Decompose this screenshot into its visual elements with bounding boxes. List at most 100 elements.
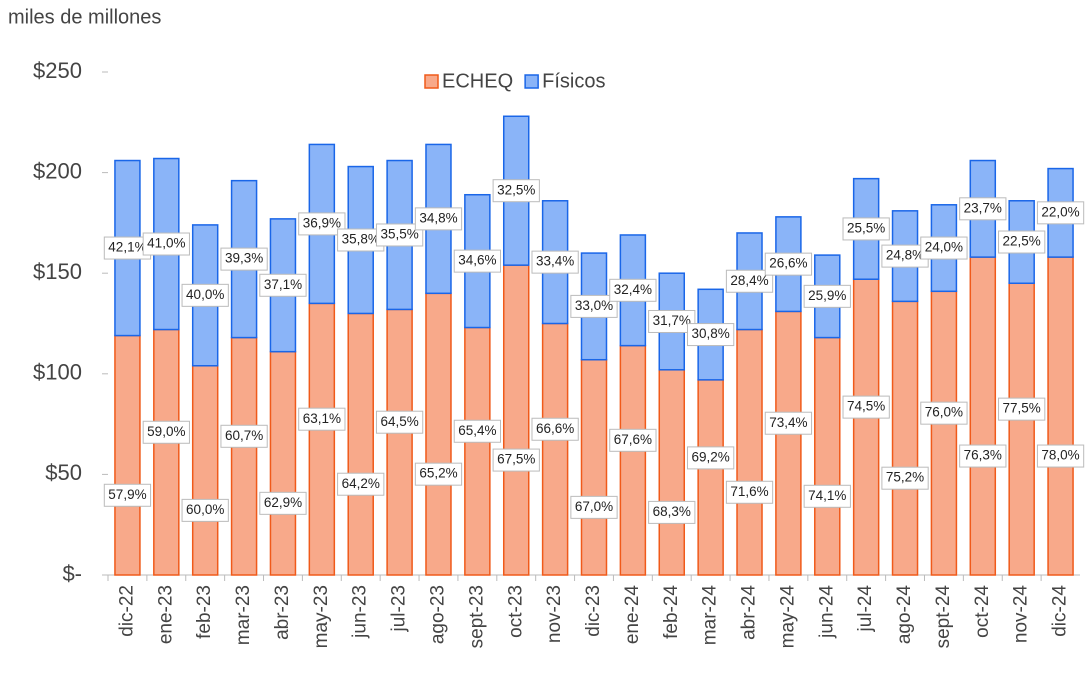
data-label-box <box>609 278 657 302</box>
data-label-box <box>531 417 579 441</box>
data-label: 78,0% <box>1041 448 1079 463</box>
bar-segment <box>269 350 297 576</box>
x-tick-label: jul-24 <box>855 585 876 633</box>
bar-segment <box>153 328 180 576</box>
x-tick-label: may-23 <box>311 585 332 648</box>
bar-segment <box>191 365 219 576</box>
bar-segment <box>1047 256 1074 576</box>
data-label-box <box>1036 201 1085 225</box>
x-tick-label: nov-24 <box>1011 585 1032 644</box>
data-label: 74,5% <box>847 399 885 414</box>
data-label: 22,0% <box>1041 204 1079 219</box>
x-tick-label: ene-23 <box>155 585 176 644</box>
data-label: 67,0% <box>575 499 613 514</box>
legend-swatch <box>424 74 439 89</box>
data-label-box <box>648 500 696 524</box>
bar-segment <box>464 326 491 576</box>
x-tick-label: sept-23 <box>466 585 487 648</box>
x-tick-label: dic-22 <box>116 585 137 637</box>
data-label: 40,0% <box>186 287 224 302</box>
data-label-box <box>725 480 774 504</box>
data-label: 59,0% <box>147 424 185 439</box>
bar-segment <box>541 322 569 576</box>
data-label-box <box>375 410 424 434</box>
chart-subtitle: miles de millones <box>8 6 161 28</box>
data-label-box <box>298 407 346 431</box>
data-label: 57,9% <box>108 487 146 502</box>
x-tick-label: jun-24 <box>816 585 837 639</box>
data-label: 35,5% <box>380 227 418 242</box>
y-tick-label: $250 <box>33 58 82 83</box>
x-tick-label: ago-24 <box>894 585 915 645</box>
data-label-box <box>686 323 735 347</box>
data-label: 63,1% <box>303 411 341 426</box>
data-label: 67,5% <box>497 452 535 467</box>
data-label: 65,4% <box>458 423 496 438</box>
data-label-box <box>764 411 813 435</box>
data-label-box <box>492 179 540 203</box>
data-label: 77,5% <box>1003 401 1041 416</box>
data-label-box <box>1036 444 1085 468</box>
data-label-box <box>570 495 618 519</box>
data-label: 42,1% <box>108 240 146 255</box>
data-label: 64,5% <box>380 414 418 429</box>
data-label: 69,2% <box>691 449 729 464</box>
data-label-box <box>842 395 890 419</box>
data-label-box <box>803 484 851 508</box>
x-tick-label: sept-24 <box>933 585 954 649</box>
data-label-box <box>337 472 385 496</box>
data-label: 75,2% <box>886 470 924 485</box>
bar-segment <box>386 308 413 576</box>
data-label-box <box>998 230 1046 254</box>
data-label: 74,1% <box>808 488 846 503</box>
y-tick-label: $- <box>62 561 82 586</box>
x-tick-label: oct-23 <box>505 585 526 638</box>
data-label: 62,9% <box>264 495 302 510</box>
data-label: 34,8% <box>419 210 457 225</box>
data-label: 76,3% <box>964 448 1002 463</box>
data-label-box <box>220 247 268 271</box>
bar-segment <box>1008 282 1035 576</box>
data-label: 26,6% <box>769 256 807 271</box>
data-label-box <box>103 483 152 507</box>
data-label-box <box>920 236 968 260</box>
data-label-box <box>453 419 502 443</box>
data-label-box <box>220 424 268 448</box>
x-tick-label: mar-24 <box>700 585 721 646</box>
y-tick-label: $50 <box>45 460 82 485</box>
data-label: 25,5% <box>847 220 885 235</box>
data-label-box <box>959 197 1007 221</box>
y-tick-label: $150 <box>33 259 82 284</box>
x-tick-label: ago-23 <box>427 585 448 644</box>
data-label-box <box>648 309 696 333</box>
data-label: 32,5% <box>497 182 535 197</box>
data-label: 66,6% <box>536 421 574 436</box>
data-label-box <box>998 397 1046 421</box>
bar-segment <box>502 264 530 576</box>
bar-segment <box>814 336 841 576</box>
legend-label: ECHEQ <box>442 70 513 92</box>
bar-segment <box>230 336 258 576</box>
data-label-box <box>181 283 229 307</box>
x-tick-label: feb-23 <box>194 585 215 639</box>
data-label-box <box>375 223 424 247</box>
bar-segment <box>580 358 608 576</box>
data-label: 41,0% <box>147 236 185 251</box>
x-tick-label: abr-23 <box>272 585 293 640</box>
data-label: 71,6% <box>730 484 768 499</box>
data-label-box <box>531 250 579 274</box>
data-label: 35,8% <box>342 232 380 247</box>
data-label: 24,8% <box>886 248 924 263</box>
bar-segment <box>658 369 686 576</box>
data-label-box <box>298 212 346 236</box>
bar-segment <box>114 334 141 576</box>
data-label: 60,7% <box>225 428 263 443</box>
x-tick-label: mar-23 <box>233 585 254 645</box>
data-label-box <box>842 217 890 241</box>
bar-segment <box>852 278 880 576</box>
data-label: 34,6% <box>458 253 496 268</box>
bar-segment <box>619 344 647 576</box>
x-tick-label: abr-24 <box>739 585 760 640</box>
data-label-box <box>570 294 618 318</box>
bar-segment <box>308 302 336 576</box>
